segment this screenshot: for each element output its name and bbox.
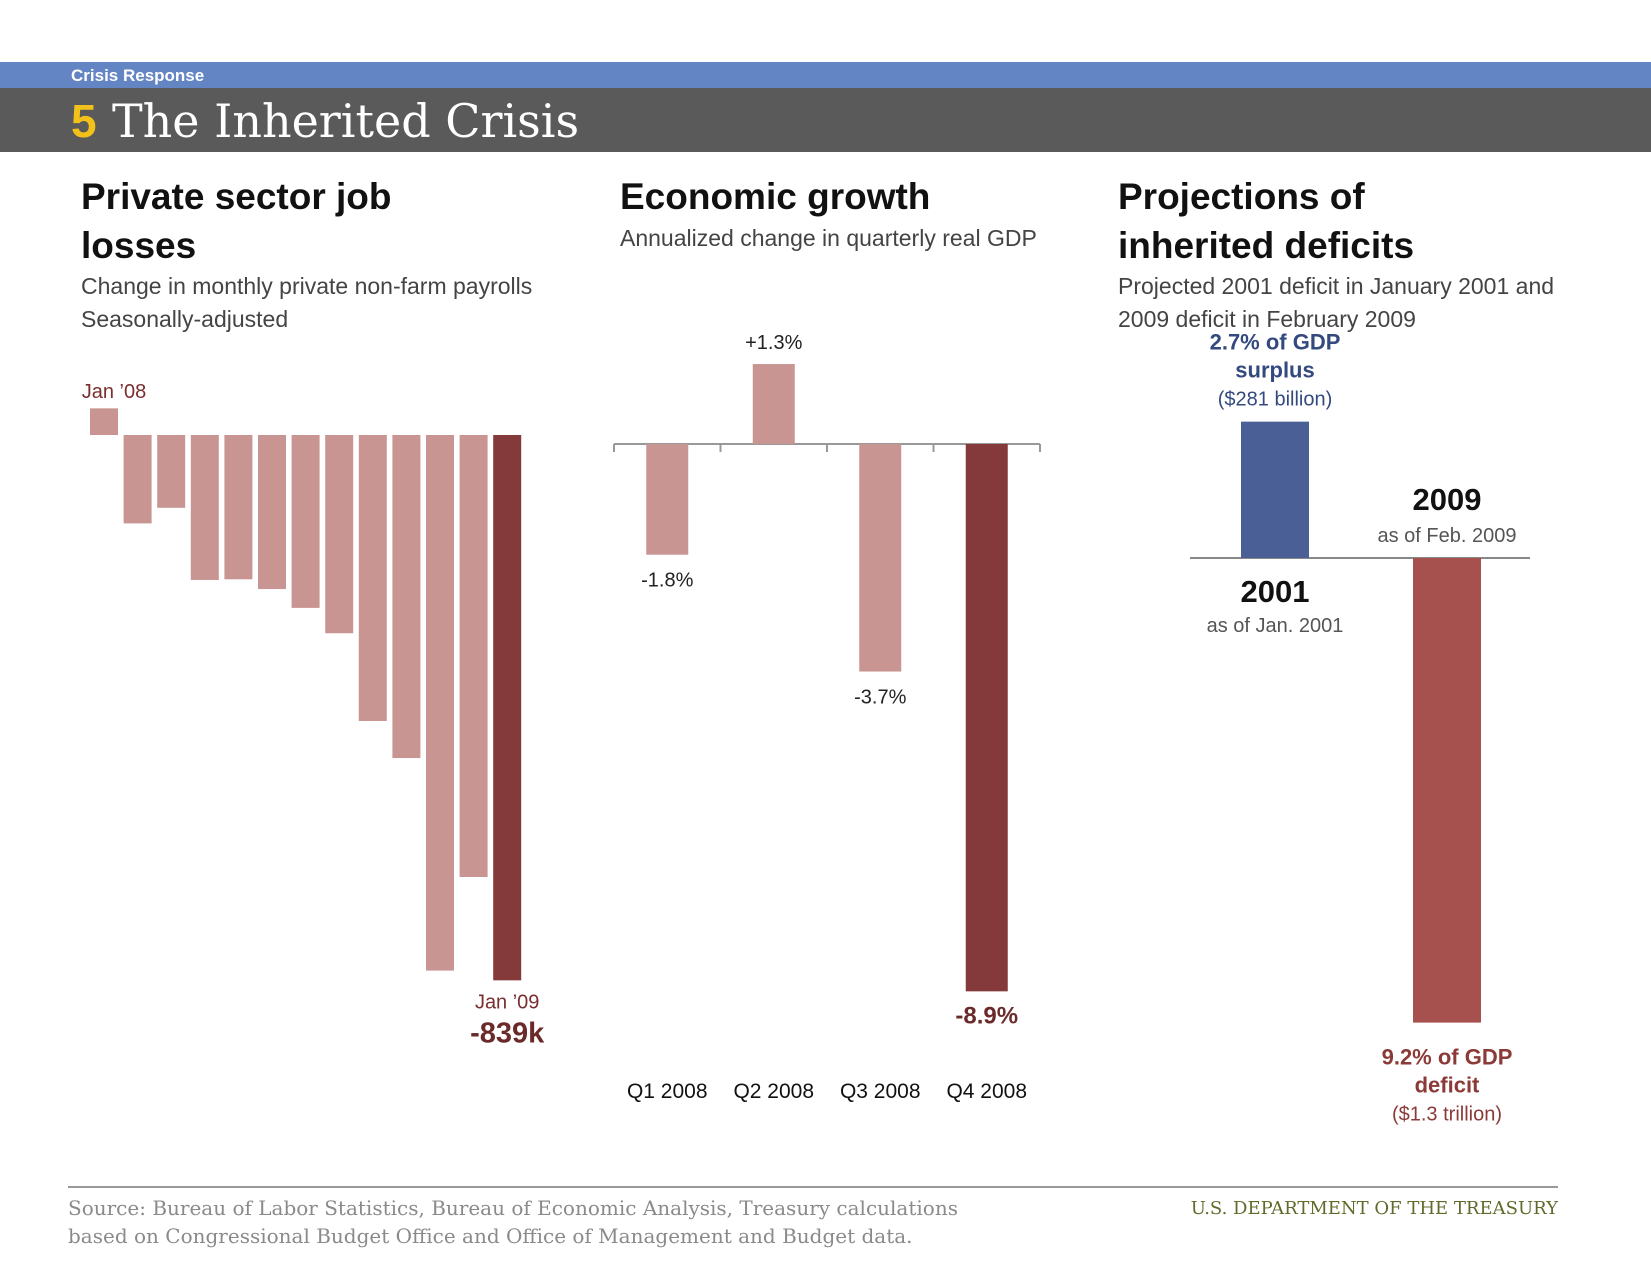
job-last-month-label: Jan ’09 [475,991,540,1013]
job-loss-bar [90,408,118,435]
surplus-label-line2: surplus [1235,358,1314,383]
gdp-category-label: Q1 2008 [627,1080,708,1103]
surplus-label-line1: 2.7% of GDP [1210,330,1341,355]
gdp-bar [752,364,795,444]
panel3-sub-line2: 2009 deficit in February 2009 [1118,306,1416,332]
source-note: Source: Bureau of Labor Statistics, Bure… [68,1194,958,1250]
panel2-subtitle: Annualized change in quarterly real GDP [620,225,1037,251]
job-loss-bar [426,435,454,971]
gdp-value-label: -8.9% [955,1002,1018,1029]
gdp-value-label: -1.8% [641,570,693,592]
panel1-title: Private sector job losses [81,172,392,270]
panel3-title-line1: Projections of [1118,176,1365,217]
gdp-category-label: Q4 2008 [946,1080,1027,1103]
panel3-title-line2: inherited deficits [1118,225,1415,266]
panel1-title-line2: losses [81,225,197,266]
surplus-label-line3: ($281 billion) [1218,389,1333,411]
deficit-category-2001: 2001 [1241,574,1310,609]
title-band: 5 The Inherited Crisis [0,88,1651,152]
gdp-value-label: +1.3% [745,332,802,354]
job-loss-bar [493,435,522,981]
gdp-bar [965,444,1008,992]
job-loss-bar [459,435,488,877]
panel1-sub-line2: Seasonally-adjusted [81,306,289,332]
deficit-label-line1: 9.2% of GDP [1382,1045,1513,1070]
gdp-value-label: -3.7% [854,687,906,709]
panel3-title: Projections of inherited deficits [1118,172,1414,270]
panel3-subtitle: Projected 2001 deficit in January 2001 a… [1118,270,1554,336]
section-band: Crisis Response [0,62,1651,88]
job-loss-bar [392,435,421,759]
job-loss-bar [190,435,219,580]
deficit-label-line2: deficit [1415,1073,1480,1098]
department-name: U.S. DEPARTMENT OF THE TREASURY [1190,1198,1558,1219]
job-loss-bar [291,435,320,608]
job-loss-bar [325,435,354,634]
job-loss-bar [358,435,387,721]
surplus-bar [1241,421,1309,558]
panel3-sub-line1: Projected 2001 deficit in January 2001 a… [1118,273,1555,299]
job-loss-bar [258,435,286,590]
page-number: 5 [71,95,97,147]
page-title: The Inherited Crisis [112,94,580,148]
panel1-subtitle: Change in monthly private non-farm payro… [81,270,532,336]
gdp-bar [859,444,902,672]
source-line2: based on Congressional Budget Office and… [68,1224,913,1248]
panel2-title: Economic growth [620,176,931,217]
deficit-bar [1413,558,1481,1023]
job-loss-bar [123,435,152,524]
gdp-bar [646,444,689,555]
charts-canvas: Jan ’08 Jan ’09 -839k -1.8% Q1 2008 +1.3% Q2 2… [82,330,1530,1126]
gdp-category-label: Q2 2008 [733,1080,814,1103]
deficit-category-2009: 2009 [1413,482,1482,517]
job-loss-bar [224,435,253,580]
footer-divider [68,1186,1558,1188]
deficit-note-2001: as of Jan. 2001 [1207,615,1344,637]
job-last-value-label: -839k [470,1017,545,1049]
source-line1: Source: Bureau of Labor Statistics, Bure… [68,1196,958,1220]
deficit-note-2009: as of Feb. 2009 [1378,525,1517,547]
gdp-category-label: Q3 2008 [840,1080,921,1103]
panel1-sub-line1: Change in monthly private non-farm payro… [81,273,533,299]
job-first-month-label: Jan ’08 [82,381,147,403]
panel1-title-line1: Private sector job [81,176,392,217]
deficit-label-line3: ($1.3 trillion) [1392,1104,1502,1126]
job-loss-bar [157,435,186,508]
section-label: Crisis Response [71,66,205,85]
